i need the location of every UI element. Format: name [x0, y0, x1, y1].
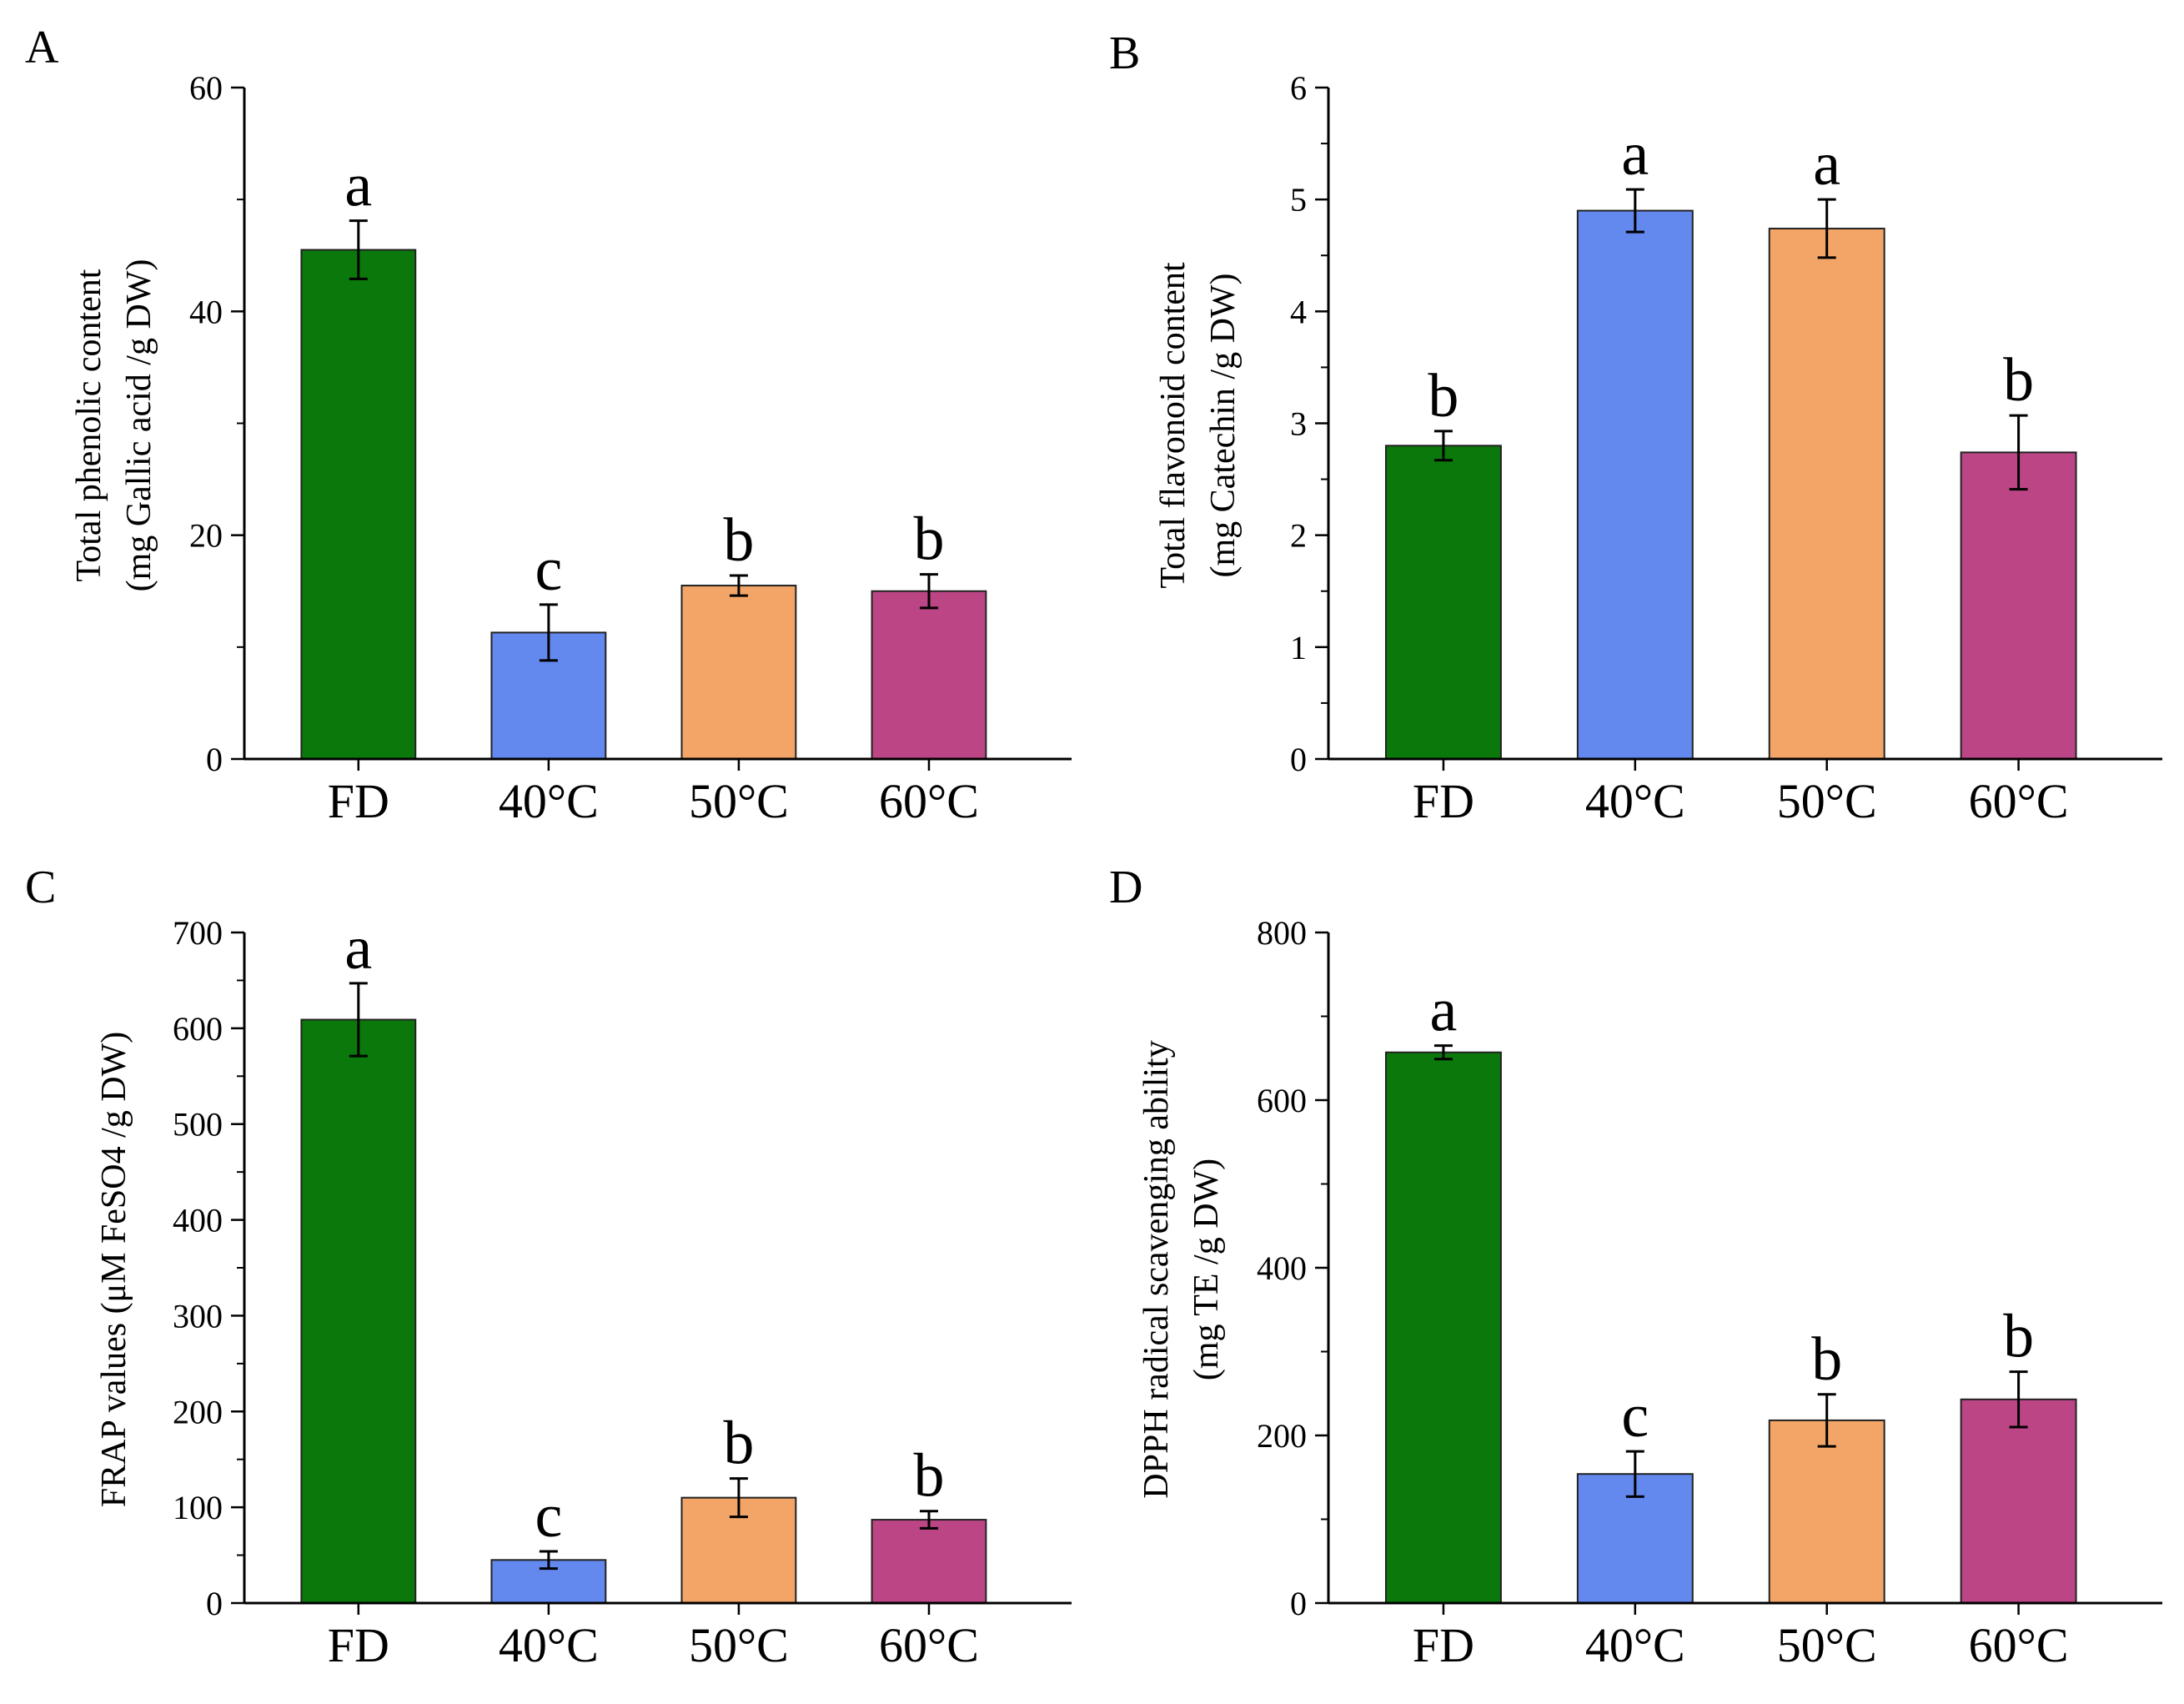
y-tick-label: 3	[1290, 405, 1307, 443]
y-tick-label: 0	[206, 1585, 223, 1622]
y-axis-title-line-2: (mg TE /g DW)	[1187, 1159, 1226, 1380]
x-category-label: 60°C	[1969, 1618, 2069, 1672]
panel-a: A Total phenolic content (mg Gallic acid…	[25, 22, 1072, 828]
y-tick-label: 300	[173, 1297, 223, 1335]
panel-label: B	[1109, 28, 1140, 79]
panel-label: D	[1109, 862, 1142, 913]
significance-letter: b	[913, 1442, 944, 1510]
x-category-label: 50°C	[1777, 774, 1877, 828]
y-tick-label: 1	[1290, 629, 1307, 666]
x-category-label: FD	[328, 1618, 389, 1672]
y-tick-label: 2	[1290, 517, 1307, 555]
y-axis-title-line-1: DPPH radical scavenging ability	[1137, 1040, 1176, 1498]
bar-50°C	[1768, 228, 1885, 760]
plot-area: 0 200 400 600 800 a FD c 40°C b 50°C b 60°C	[1257, 914, 2162, 1672]
bar-60°C	[1960, 1398, 2077, 1605]
bar-FD	[1384, 1051, 1502, 1604]
y-tick-label: 0	[1290, 741, 1307, 778]
plot-area: 0 100 200 300 400 500 600 700 a FD c 40°C b 50°C b 60°C	[173, 914, 1072, 1672]
x-category-label: 60°C	[1969, 774, 2069, 828]
bar-60°C	[871, 1519, 987, 1605]
y-tick-label: 600	[173, 1010, 223, 1048]
y-tick-label: 700	[173, 914, 223, 952]
bar-FD	[300, 249, 417, 760]
y-tick-label: 800	[1257, 914, 1307, 952]
panel-b: B Total flavonoid content (mg Catechin /…	[1109, 28, 2162, 828]
bar-60°C	[1960, 451, 2077, 761]
significance-letter: a	[344, 152, 372, 220]
significance-letter: a	[344, 914, 372, 983]
significance-letter: a	[1813, 130, 1840, 199]
y-tick-label: 200	[173, 1393, 223, 1430]
x-category-label: 60°C	[879, 774, 979, 828]
x-category-label: 40°C	[499, 774, 599, 828]
y-tick-label: 6	[1290, 69, 1307, 107]
y-tick-label: 100	[173, 1489, 223, 1526]
panel-d: D DPPH radical scavenging ability (mg TE…	[1109, 862, 2162, 1672]
significance-letter: c	[1621, 1382, 1649, 1450]
significance-letter: c	[535, 1482, 562, 1551]
y-tick-label: 0	[206, 741, 223, 778]
x-category-label: FD	[328, 774, 389, 828]
significance-letter: b	[723, 506, 754, 575]
significance-letter: b	[723, 1410, 754, 1478]
y-axis-title-line-1: Total flavonoid content	[1154, 262, 1192, 589]
bar-60°C	[871, 590, 987, 760]
y-tick-label: 60	[189, 69, 223, 107]
bar-40°C	[1576, 209, 1694, 761]
panel-c: C FRAP values (μM FeSO4 /g DW) 0 100 200 30…	[25, 862, 1072, 1672]
panel-label: A	[25, 22, 59, 73]
bar-50°C	[680, 585, 797, 761]
significance-letter: b	[2003, 346, 2034, 415]
x-category-label: 60°C	[879, 1618, 979, 1672]
y-axis-title-line-2: (mg Gallic acid /g DW)	[120, 259, 158, 592]
y-tick-label: 0	[1290, 1585, 1307, 1622]
y-tick-label: 600	[1257, 1082, 1307, 1119]
y-tick-label: 40	[189, 293, 223, 330]
x-category-label: FD	[1413, 774, 1474, 828]
bar-FD	[300, 1018, 417, 1604]
x-category-label: 40°C	[1585, 1618, 1685, 1672]
y-tick-label: 20	[189, 517, 223, 555]
x-category-label: 50°C	[689, 774, 789, 828]
x-category-label: 50°C	[689, 1618, 789, 1672]
x-category-label: FD	[1413, 1618, 1474, 1672]
y-tick-label: 500	[173, 1106, 223, 1144]
significance-letter: a	[1430, 977, 1458, 1045]
y-tick-label: 400	[1257, 1249, 1307, 1287]
panel-label: C	[25, 862, 56, 913]
x-category-label: 40°C	[1585, 774, 1685, 828]
bar-50°C	[1768, 1419, 1885, 1605]
significance-letter: b	[913, 505, 944, 574]
significance-letter: b	[1428, 362, 1459, 430]
y-axis-title-line-2: (mg Catechin /g DW)	[1204, 273, 1243, 577]
significance-letter: b	[1811, 1325, 1842, 1394]
significance-letter: b	[2003, 1303, 2034, 1371]
y-tick-label: 5	[1290, 181, 1307, 219]
significance-letter: a	[1621, 120, 1649, 188]
y-tick-label: 400	[173, 1202, 223, 1239]
y-axis-title-line-1: Total phenolic content	[70, 269, 108, 581]
plot-area: 0 20 40 60 a FD c 40°C b 50°C b 60°C	[189, 69, 1072, 828]
x-category-label: 50°C	[1777, 1618, 1877, 1672]
significance-letter: c	[535, 535, 562, 604]
plot-area: 0 1 2 3 4 5 6 b FD a 40°C a 50°C b 60°C	[1290, 69, 2162, 828]
x-category-label: 40°C	[499, 1618, 599, 1672]
y-tick-label: 4	[1290, 293, 1307, 330]
y-tick-label: 200	[1257, 1417, 1307, 1455]
y-axis-title-line-1: FRAP values (μM FeSO4 /g DW)	[95, 1032, 133, 1507]
bar-FD	[1384, 445, 1502, 760]
